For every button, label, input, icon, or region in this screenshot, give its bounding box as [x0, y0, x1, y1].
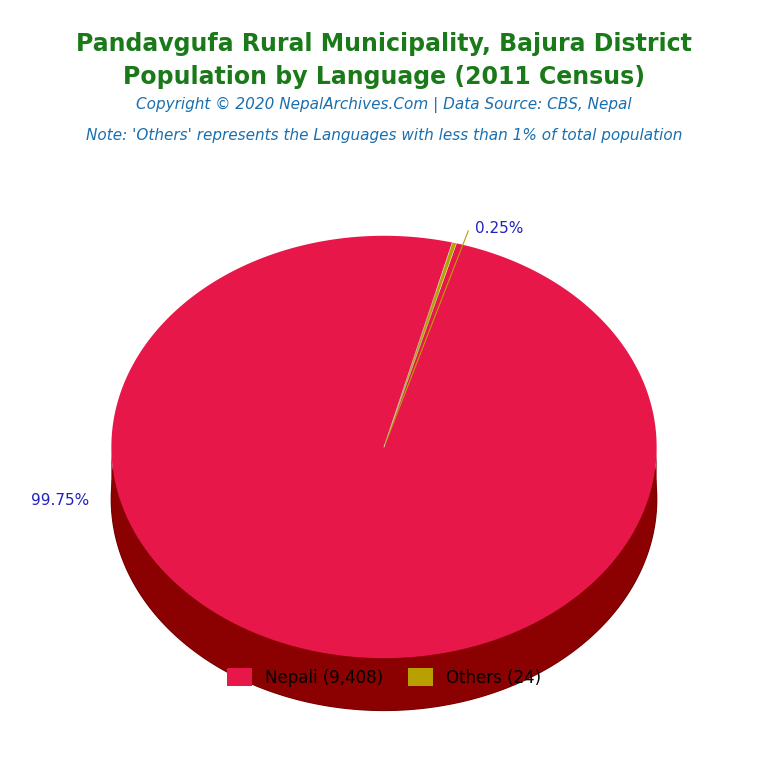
Polygon shape [111, 236, 657, 658]
Polygon shape [111, 447, 657, 710]
Text: Population by Language (2011 Census): Population by Language (2011 Census) [123, 65, 645, 89]
Text: 0.25%: 0.25% [475, 220, 523, 236]
Text: Pandavgufa Rural Municipality, Bajura District: Pandavgufa Rural Municipality, Bajura Di… [76, 32, 692, 56]
Polygon shape [384, 243, 456, 447]
Text: Note: 'Others' represents the Languages with less than 1% of total population: Note: 'Others' represents the Languages … [86, 128, 682, 144]
Polygon shape [111, 288, 657, 710]
Text: 99.75%: 99.75% [31, 493, 89, 508]
Legend: Nepali (9,408), Others (24): Nepali (9,408), Others (24) [227, 668, 541, 687]
Text: Copyright © 2020 NepalArchives.Com | Data Source: CBS, Nepal: Copyright © 2020 NepalArchives.Com | Dat… [136, 97, 632, 113]
